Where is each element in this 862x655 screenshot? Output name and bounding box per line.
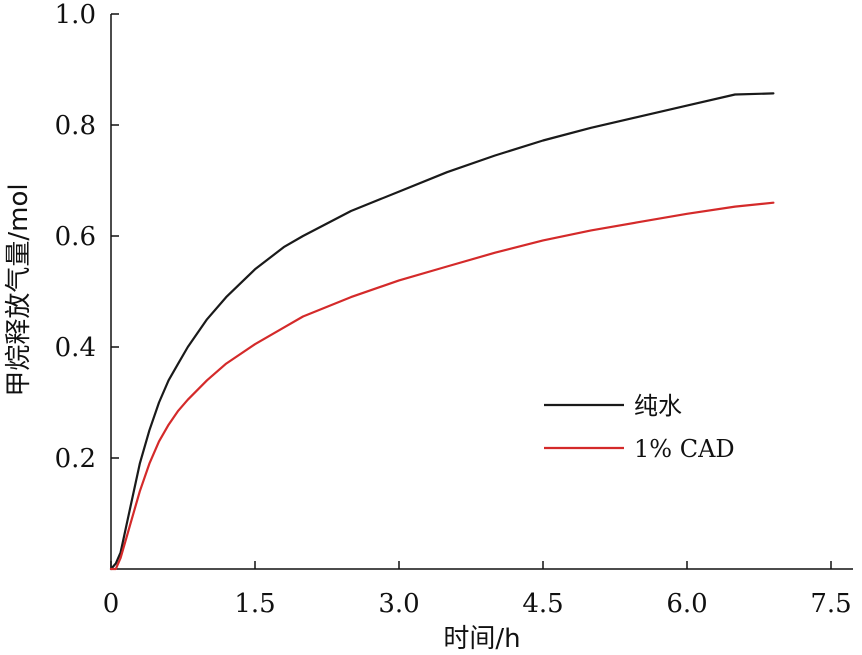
series-line-1 [109,201,775,571]
x-tick-label: 0 [103,589,120,619]
y-ticks: 0.2 0.4 0.6 0.8 1.0 [55,0,119,474]
legend-label-cad: 1% CAD [634,435,735,463]
x-tick-label: 7.5 [810,589,851,619]
y-tick-label: 0.4 [55,333,96,363]
x-tick-label: 1.5 [234,589,275,619]
y-axis-label: 甲烷释放气量/mol [4,183,34,396]
legend-label-pure-water: 纯水 [634,392,682,420]
x-tick-label: 4.5 [522,589,563,619]
legend: 纯水 1% CAD [544,392,735,463]
x-ticks: 0 1.5 3.0 4.5 6.0 7.5 [103,561,852,619]
series-layer [109,92,775,571]
y-tick-label: 0.2 [55,444,96,474]
y-tick-label: 0.8 [55,111,96,141]
axes [110,14,853,570]
x-tick-label: 3.0 [378,589,419,619]
y-tick-label: 0.6 [55,222,96,252]
x-tick-label: 6.0 [666,589,707,619]
y-tick-label: 1.0 [55,0,96,30]
series-line-0 [109,92,775,571]
x-axis-label: 时间/h [443,624,520,654]
